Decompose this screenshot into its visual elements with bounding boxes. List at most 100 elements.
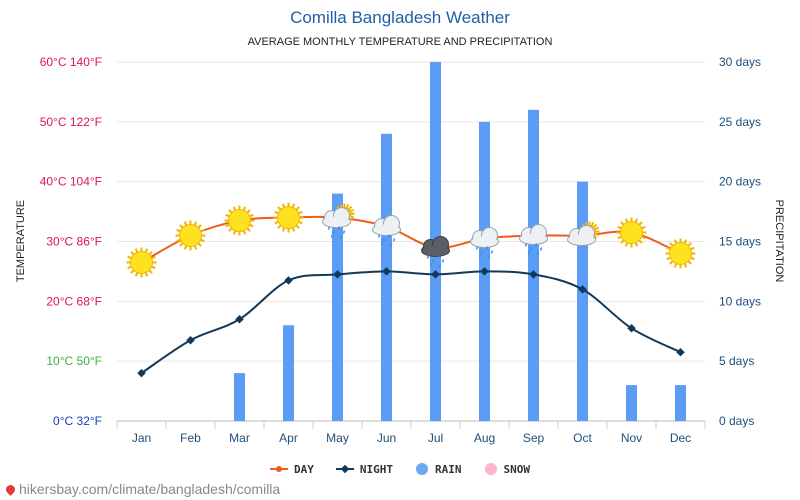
sun-ray (197, 242, 202, 247)
rain-bar (234, 373, 245, 421)
sun-ray (638, 221, 643, 226)
rain-drop (387, 234, 391, 238)
legend-day-marker (270, 466, 288, 472)
sun-ray (151, 255, 156, 260)
night-point (676, 347, 685, 357)
y-tick-label-left: 60°C 140°F (40, 55, 102, 69)
x-tick-label: Sep (523, 431, 545, 445)
sun-ray (242, 206, 247, 211)
cloud-rain-icon (372, 215, 401, 247)
sun-ray (683, 263, 688, 268)
y-tick-label-right: 0 days (719, 414, 754, 428)
rain-drop (527, 251, 531, 255)
sun-ray (249, 223, 254, 228)
night-series-line (140, 270, 681, 374)
rain-drop (342, 230, 346, 234)
x-tick-label: Nov (621, 431, 642, 445)
night-point (480, 267, 489, 276)
y-tick-label-left: 10°C 50°F (46, 354, 102, 368)
x-tick-label: Jan (132, 431, 151, 445)
source-link[interactable]: hikersbay.com/climate/bangladesh/comilla (4, 481, 281, 497)
rain-bar (283, 325, 294, 421)
cloud-part (422, 245, 449, 256)
legend-label-rain: RAIN (435, 462, 462, 476)
y-tick-label-left: 20°C 68°F (46, 294, 102, 308)
sun-ray (624, 218, 629, 223)
night-point (333, 270, 342, 279)
sun-ray (617, 225, 622, 230)
night-point (235, 315, 244, 324)
sun-ray (148, 251, 153, 256)
sun-ray (634, 218, 639, 223)
sun-ray (228, 209, 233, 214)
sun-ray (144, 248, 149, 253)
night-point (627, 324, 636, 333)
sun-cloud-rain-icon (322, 203, 355, 239)
cloud-part (520, 233, 547, 244)
rain-drop (536, 252, 540, 256)
sun-ray (232, 230, 237, 235)
source-link-text: hikersbay.com/climate/bangladesh/comilla (19, 481, 281, 497)
sun-cloud-icon (567, 221, 600, 247)
rain-drop (539, 247, 543, 251)
y-tick-label-left: 0°C 32°F (53, 414, 102, 428)
sun-ray (666, 246, 671, 251)
cloud-rain-icon (519, 224, 548, 256)
night-point (284, 276, 293, 285)
y-tick-label-left: 30°C 86°F (46, 235, 102, 249)
sun-disc (620, 221, 643, 245)
x-tick-label: Dec (670, 431, 691, 445)
rain-drop (475, 246, 479, 250)
chart-subtitle: AVERAGE MONTHLY TEMPERATURE AND PRECIPIT… (247, 36, 553, 48)
night-point (578, 285, 587, 294)
sun-ray (687, 260, 692, 265)
rain-drop (392, 238, 396, 242)
sun-ray (179, 224, 184, 229)
legend-label-night: NIGHT (359, 462, 393, 476)
sun-ray (593, 223, 598, 228)
y-axis-title-left: TEMPERATURE (15, 200, 27, 282)
sun-ray (144, 272, 149, 277)
legend-item-night[interactable]: NIGHT (335, 462, 393, 476)
x-tick-label: Apr (279, 431, 298, 445)
sun-ray (617, 235, 622, 240)
rain-drop (438, 264, 442, 268)
legend-label-snow: SNOW (503, 462, 531, 476)
sun-icon (665, 238, 696, 269)
rain-drop (389, 243, 393, 247)
rain-drop (431, 259, 435, 263)
cloud-rain-icon (470, 227, 499, 259)
sun-ray (673, 263, 678, 268)
cloud-part (568, 234, 595, 245)
sun-ray (127, 255, 132, 260)
rain-drop (377, 234, 381, 238)
storm-rain-icon (421, 235, 450, 268)
legend-item-snow[interactable]: SNOW (484, 462, 531, 476)
y-tick-label-right: 5 days (719, 354, 754, 368)
rain-drop (441, 259, 445, 263)
cloud-part (323, 216, 350, 227)
sun-ray (291, 227, 296, 232)
rain-drop (478, 254, 482, 258)
rain-bar (528, 109, 539, 421)
sun-ray (183, 221, 188, 226)
sun-ray (666, 256, 671, 261)
legend-item-rain[interactable]: RAIN (415, 462, 462, 476)
rain-drop (436, 255, 440, 259)
sun-ray (225, 213, 230, 218)
y-axis-title-right: PRECIPITATION (773, 200, 785, 283)
sun-ray (193, 245, 198, 250)
sun-ray (127, 265, 132, 270)
sun-ray (200, 238, 205, 243)
x-tick-label: May (326, 431, 349, 445)
sun-ray (277, 206, 282, 211)
cloud-part (471, 236, 498, 247)
sun-ray (134, 272, 139, 277)
sun-ray (228, 227, 233, 232)
y-tick-label-right: 10 days (719, 294, 761, 308)
legend-item-day[interactable]: DAY (270, 462, 314, 476)
sun-ray (669, 242, 674, 247)
sun-ray (249, 213, 254, 218)
sun-ray (620, 239, 625, 244)
